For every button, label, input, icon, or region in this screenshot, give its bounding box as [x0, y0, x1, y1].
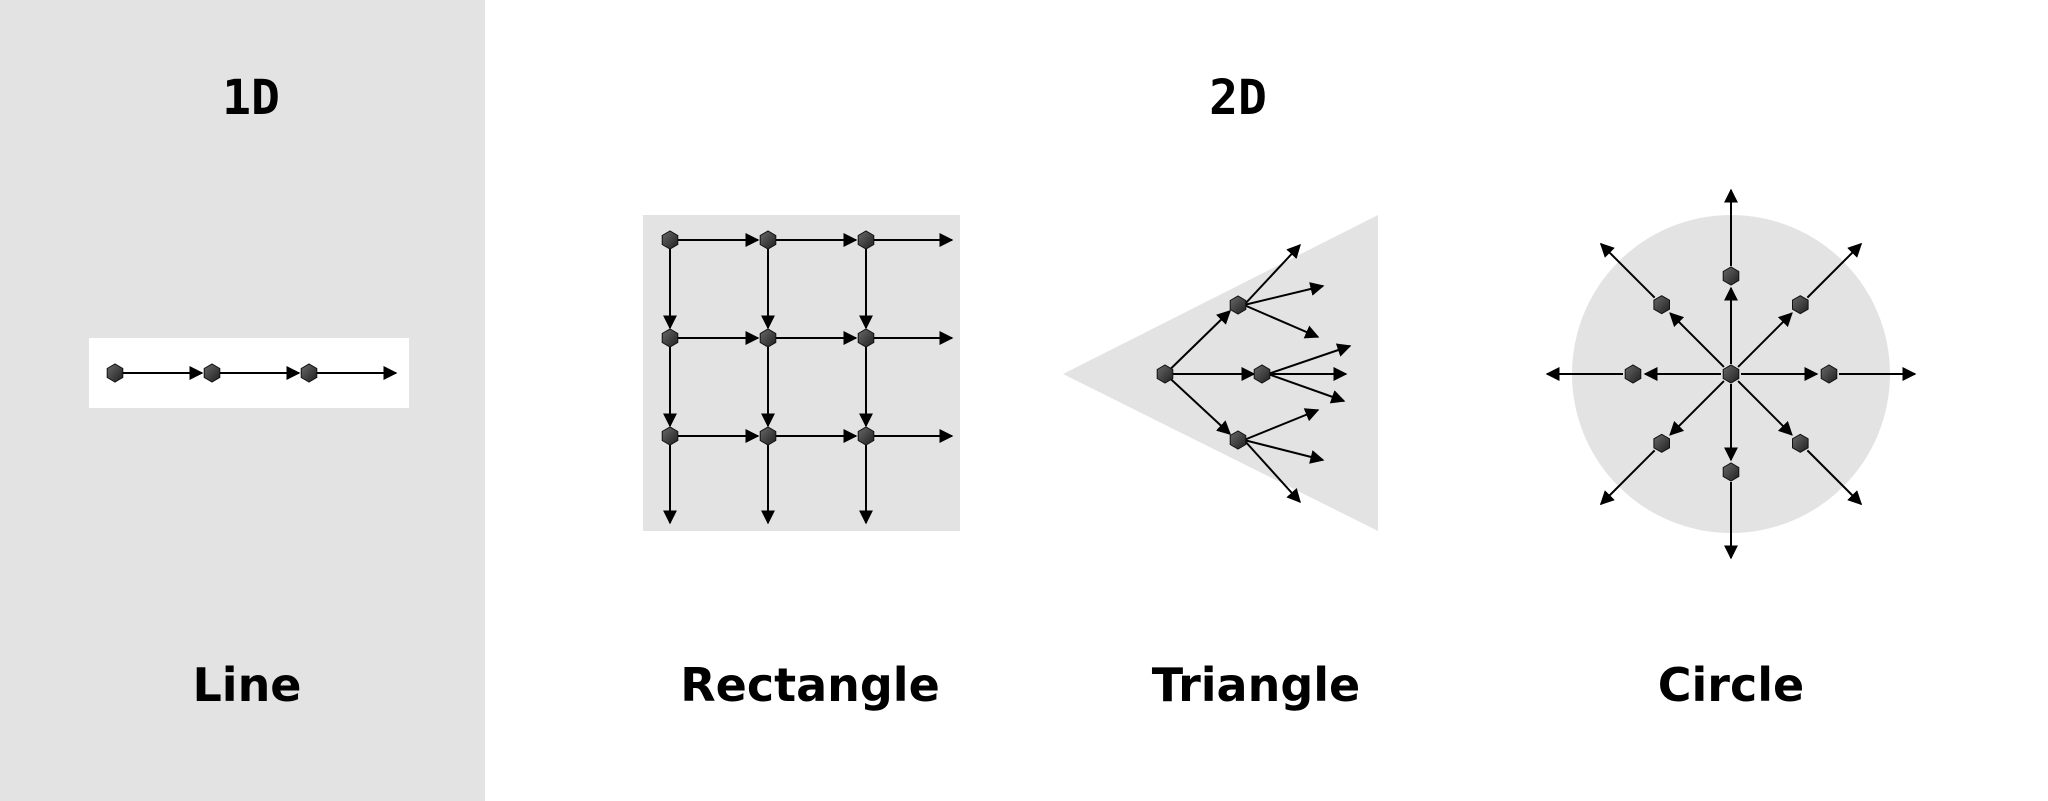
- circle-node: [1820, 364, 1838, 384]
- circle-node: [1792, 295, 1809, 315]
- triangle-node: [1156, 364, 1174, 384]
- circle-label: Circle: [1657, 658, 1805, 712]
- triangle-arrow: [1243, 304, 1320, 339]
- line-node: [300, 363, 318, 383]
- triangle-arrow: [1243, 282, 1325, 306]
- two-d-heading: 2D: [1209, 70, 1267, 126]
- triangle-node: [1229, 295, 1247, 315]
- triangle-arrow: [1170, 310, 1232, 370]
- triangle-arrow: [1170, 378, 1232, 435]
- triangle-arrow: [1267, 373, 1346, 404]
- rectangle-node: [857, 328, 875, 348]
- triangle-arrow: [1243, 439, 1301, 504]
- circle-arrow: [1599, 449, 1656, 506]
- circle-arrow: [1806, 449, 1863, 506]
- rectangle-node: [759, 230, 777, 250]
- triangle-arrow: [1243, 439, 1325, 464]
- one-d-heading: 1D: [222, 70, 280, 126]
- triangle-arrow: [1243, 243, 1301, 306]
- circle-arrow: [1599, 242, 1656, 299]
- rectangle-label: Rectangle: [680, 658, 940, 712]
- rectangle-node: [759, 328, 777, 348]
- line-node: [106, 363, 124, 383]
- circle-arrow: [1737, 312, 1793, 368]
- triangle-arrow: [1243, 408, 1320, 441]
- circle-arrow: [1669, 380, 1725, 436]
- circle-arrow: [1806, 242, 1863, 299]
- circle-node: [1722, 266, 1740, 286]
- triangle-label: Triangle: [1151, 658, 1361, 712]
- rectangle-node: [857, 426, 875, 446]
- rectangle-node: [661, 328, 679, 348]
- rectangle-node: [661, 426, 679, 446]
- circle-node: [1722, 462, 1740, 482]
- rectangle-shape: [643, 215, 960, 531]
- circle-node: [1653, 433, 1670, 453]
- circle-arrow: [1737, 380, 1793, 436]
- line-node: [203, 363, 221, 383]
- circle-node: [1624, 364, 1642, 384]
- circle-node: [1722, 364, 1740, 384]
- line-label: Line: [192, 658, 302, 712]
- rectangle-node: [857, 230, 875, 250]
- rectangle-node: [759, 426, 777, 446]
- circle-node: [1653, 295, 1670, 315]
- triangle-node: [1253, 364, 1271, 384]
- circle-node: [1792, 433, 1809, 453]
- triangle-arrow: [1267, 343, 1352, 375]
- rectangle-node: [661, 230, 679, 250]
- circle-arrow: [1669, 312, 1725, 368]
- triangle-node: [1229, 430, 1247, 450]
